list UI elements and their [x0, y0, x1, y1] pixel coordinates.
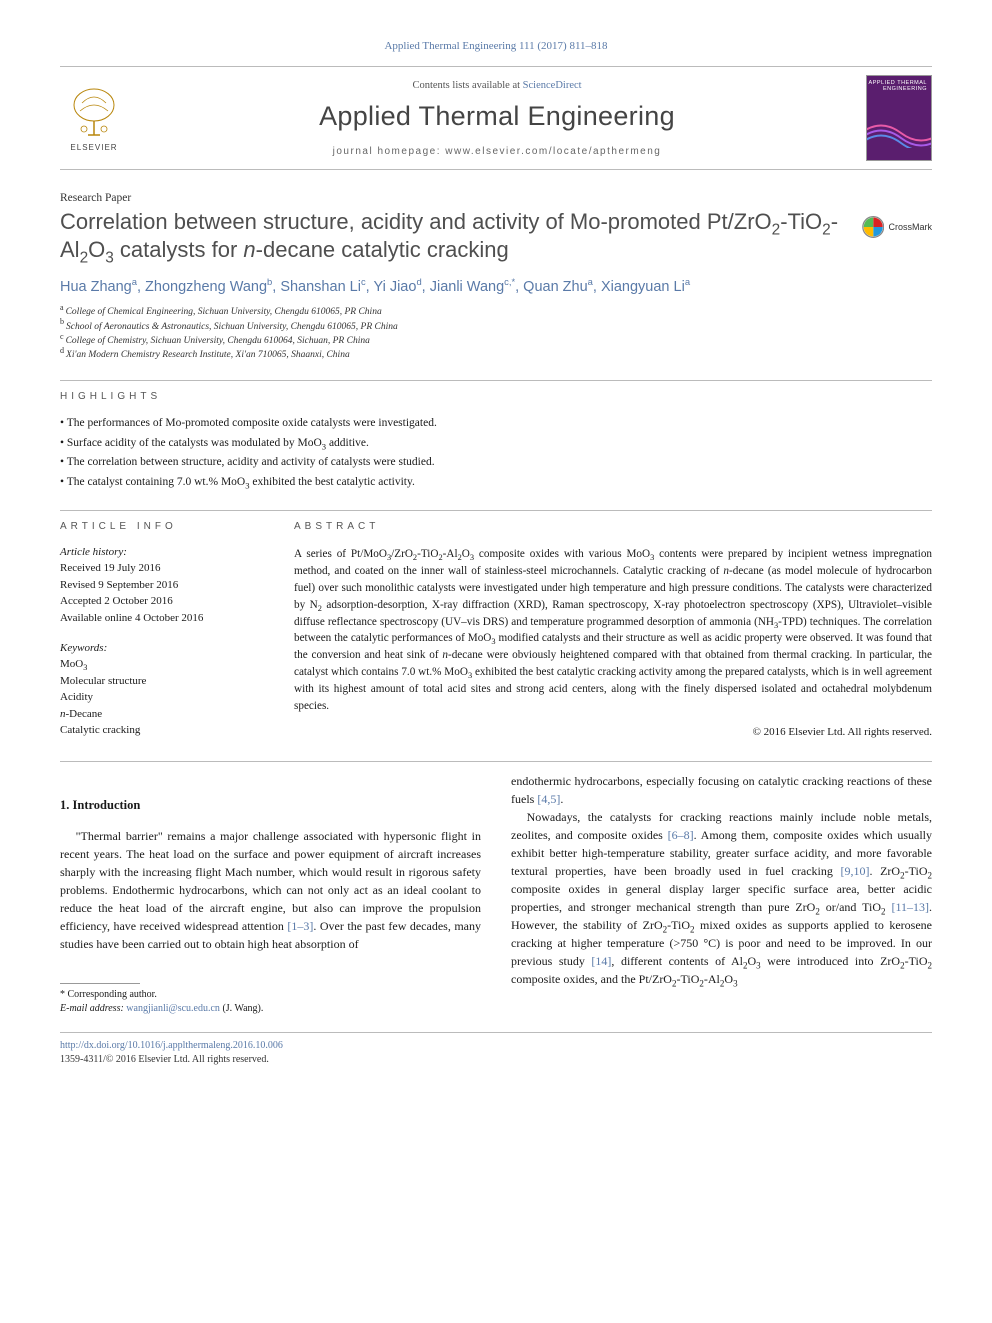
cover-title: APPLIED THERMAL ENGINEERING: [867, 76, 931, 92]
issn-copyright: 1359-4311/© 2016 Elsevier Ltd. All right…: [60, 1054, 269, 1065]
journal-homepage: journal homepage: www.elsevier.com/locat…: [142, 146, 852, 157]
crossmark-badge[interactable]: CrossMark: [862, 208, 932, 240]
cover-wave-icon: [866, 118, 932, 148]
rule: [60, 510, 932, 511]
history-line: Received 19 July 2016: [60, 560, 260, 577]
intro-paragraph: "Thermal barrier" remains a major challe…: [60, 827, 481, 953]
journal-cover-thumbnail[interactable]: APPLIED THERMAL ENGINEERING: [866, 75, 932, 161]
article-info-column: article info Article history: Received 1…: [60, 521, 260, 739]
abstract-column: abstract A series of Pt/MoO3/ZrO2-TiO2-A…: [294, 521, 932, 739]
elsevier-tree-icon: [64, 85, 124, 141]
article-type: Research Paper: [60, 192, 932, 204]
footnote-rule: [60, 983, 140, 984]
body-text: 1. Introduction "Thermal barrier" remain…: [60, 772, 932, 1016]
affiliations: aCollege of Chemical Engineering, Sichua…: [60, 305, 932, 362]
history-line: Accepted 2 October 2016: [60, 593, 260, 610]
journal-name: Applied Thermal Engineering: [142, 101, 852, 132]
section-heading-intro: 1. Introduction: [60, 796, 481, 815]
affiliation-line: aCollege of Chemical Engineering, Sichua…: [60, 305, 932, 319]
intro-paragraph: Nowadays, the catalysts for cracking rea…: [511, 808, 932, 988]
affiliation-line: cCollege of Chemistry, Sichuan Universit…: [60, 334, 932, 348]
article-info-label: article info: [60, 521, 260, 532]
corr-author-email[interactable]: wangjianli@scu.edu.cn: [126, 1003, 220, 1014]
homepage-url[interactable]: www.elsevier.com/locate/apthermeng: [445, 146, 661, 157]
publisher-logo[interactable]: ELSEVIER: [60, 79, 128, 157]
contents-available: Contents lists available at ScienceDirec…: [142, 80, 852, 91]
abstract-text: A series of Pt/MoO3/ZrO2-TiO2-Al2O3 comp…: [294, 546, 932, 714]
footer-meta: http://dx.doi.org/10.1016/j.applthermale…: [60, 1032, 932, 1067]
intro-paragraph: endothermic hydrocarbons, especially foc…: [511, 772, 932, 808]
highlight-item: The correlation between structure, acidi…: [60, 453, 932, 473]
corr-author-marker: * Corresponding author.: [60, 988, 481, 1002]
author-list: Hua Zhanga, Zhongzheng Wangb, Shanshan L…: [60, 277, 932, 297]
keyword-item: n-Decane: [60, 706, 260, 723]
highlight-item: The performances of Mo-promoted composit…: [60, 414, 932, 434]
crossmark-icon: [862, 214, 884, 240]
keyword-item: MoO3: [60, 656, 260, 673]
sciencedirect-link[interactable]: ScienceDirect: [523, 80, 582, 91]
corresponding-author-footnote: * Corresponding author. E-mail address: …: [60, 988, 481, 1016]
highlight-item: Surface acidity of the catalysts was mod…: [60, 434, 932, 454]
history-dates: Received 19 July 2016Revised 9 September…: [60, 560, 260, 626]
keyword-item: Molecular structure: [60, 673, 260, 690]
keyword-item: Acidity: [60, 689, 260, 706]
crossmark-label: CrossMark: [888, 222, 932, 232]
keywords-list: MoO3Molecular structureAcidityn-DecaneCa…: [60, 656, 260, 739]
history-heading: Article history:: [60, 546, 260, 558]
affiliation-line: bSchool of Aeronautics & Astronautics, S…: [60, 320, 932, 334]
abstract-label: abstract: [294, 521, 932, 532]
affiliation-line: dXi'an Modern Chemistry Research Institu…: [60, 348, 932, 362]
publisher-name: ELSEVIER: [70, 143, 117, 152]
rule: [60, 761, 932, 762]
abstract-copyright: © 2016 Elsevier Ltd. All rights reserved…: [294, 726, 932, 738]
masthead: ELSEVIER Contents lists available at Sci…: [60, 66, 932, 170]
keyword-item: Catalytic cracking: [60, 722, 260, 739]
history-line: Revised 9 September 2016: [60, 577, 260, 594]
keywords-heading: Keywords:: [60, 642, 260, 654]
citation-line: Applied Thermal Engineering 111 (2017) 8…: [60, 40, 932, 52]
highlights-label: highlights: [60, 391, 932, 402]
masthead-center: Contents lists available at ScienceDirec…: [142, 80, 852, 157]
page: Applied Thermal Engineering 111 (2017) 8…: [0, 0, 992, 1097]
article-title: Correlation between structure, acidity a…: [60, 208, 846, 263]
rule: [60, 380, 932, 381]
citation-link[interactable]: Applied Thermal Engineering 111 (2017) 8…: [384, 40, 607, 52]
highlights-list: The performances of Mo-promoted composit…: [60, 414, 932, 492]
doi-link[interactable]: http://dx.doi.org/10.1016/j.applthermale…: [60, 1040, 283, 1051]
history-line: Available online 4 October 2016: [60, 610, 260, 627]
corr-author-name: (J. Wang).: [222, 1003, 263, 1014]
highlight-item: The catalyst containing 7.0 wt.% MoO3 ex…: [60, 473, 932, 493]
email-label: E-mail address:: [60, 1003, 124, 1014]
